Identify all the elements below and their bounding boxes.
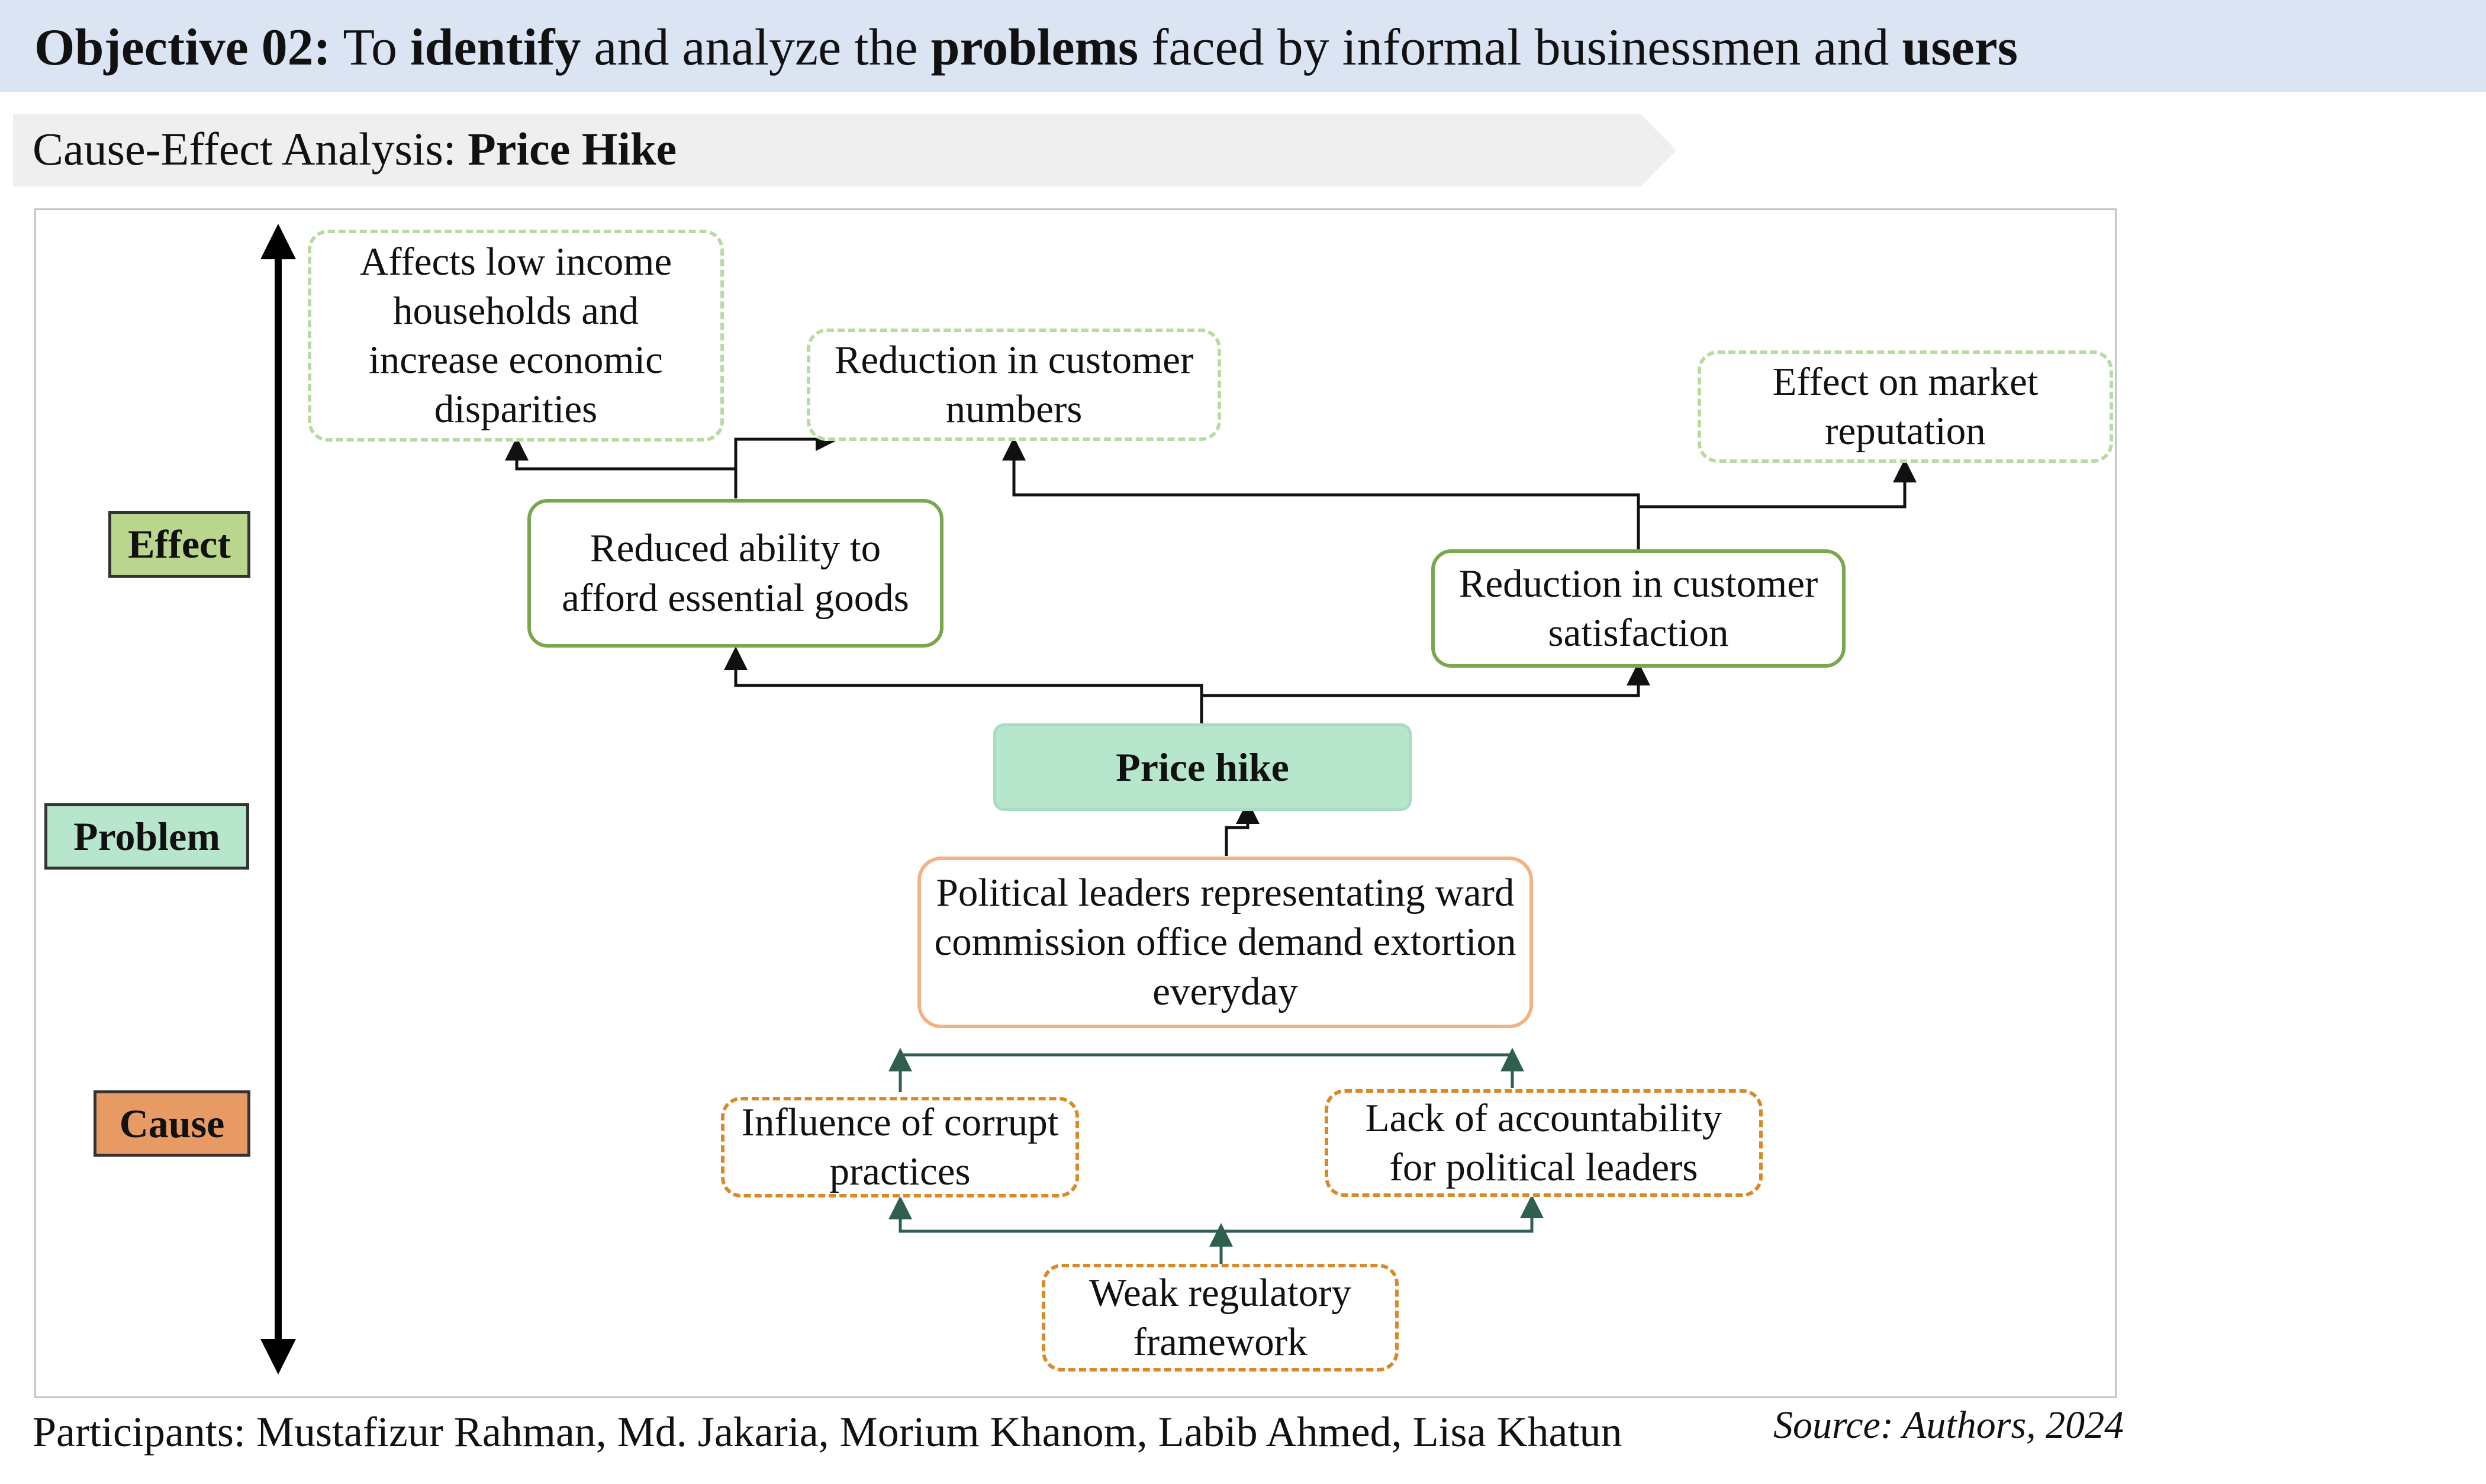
subtitle-arrow-banner: [13, 114, 1676, 186]
title-segment-bold: problems: [930, 19, 1139, 76]
source-credit: Source: Authors, 2024: [1773, 1403, 2124, 1447]
subtitle: Cause-Effect Analysis: Price Hike: [33, 121, 677, 177]
effect-customer-numbers: Reduction in customer numbers: [807, 329, 1221, 441]
cause-corrupt-practices: Influence of corrupt practices: [721, 1097, 1079, 1197]
connector-pricehike-satisfaction: [1202, 662, 1650, 697]
effect-market-reputation: Effect on market reputation: [1698, 350, 2113, 463]
objective-title: Objective 02: To identify and analyze th…: [34, 17, 2018, 79]
objective-label: Objective 02:: [34, 19, 331, 76]
connector-leaders-to-pricehike: [1225, 800, 1260, 856]
cause-political-leaders-extortion: Political leaders representating ward co…: [917, 857, 1533, 1028]
connector-satisfaction-to-customer-numbers: [1002, 437, 1640, 549]
problem-price-hike: Price hike: [993, 723, 1412, 811]
title-segment: and analyze the: [581, 19, 931, 76]
title-segment-bold: identify: [410, 19, 581, 76]
connector-reduced-to-customer-numbers: [734, 427, 839, 469]
title-segment-bold: users: [1902, 19, 2018, 76]
connector-causes-bridge: [899, 1053, 1514, 1088]
title-segment: faced by informal businessmen and: [1138, 19, 1902, 76]
title-segment: To: [330, 19, 410, 76]
effect-level-tag: Effect: [108, 511, 250, 578]
connector-pricehike-reduced-ability: [724, 646, 1203, 723]
problem-level-tag: Problem: [44, 803, 249, 870]
effect-low-income-households: Affects low income households and increa…: [308, 230, 724, 442]
effect-reduced-ability: Reduced ability to afford essential good…: [527, 499, 943, 648]
connector-satisfaction-to-reputation: [1638, 459, 1917, 508]
cause-lack-of-accountability: Lack of accountability for political lea…: [1325, 1089, 1763, 1197]
objective-header-bar: [0, 0, 2486, 92]
subtitle-topic: Price Hike: [468, 123, 677, 175]
connector-reduced-to-low-income: [505, 437, 738, 498]
effect-customer-satisfaction: Reduction in customer satisfaction: [1431, 549, 1846, 668]
participants-credit: Participants: Mustafizur Rahman, Md. Jak…: [33, 1408, 1622, 1456]
cause-weak-regulatory-framework: Weak regulatory framework: [1042, 1264, 1399, 1372]
connector-framework-bridge: [899, 1219, 1534, 1233]
cause-level-tag: Cause: [94, 1090, 250, 1157]
subtitle-prefix: Cause-Effect Analysis:: [33, 123, 468, 175]
